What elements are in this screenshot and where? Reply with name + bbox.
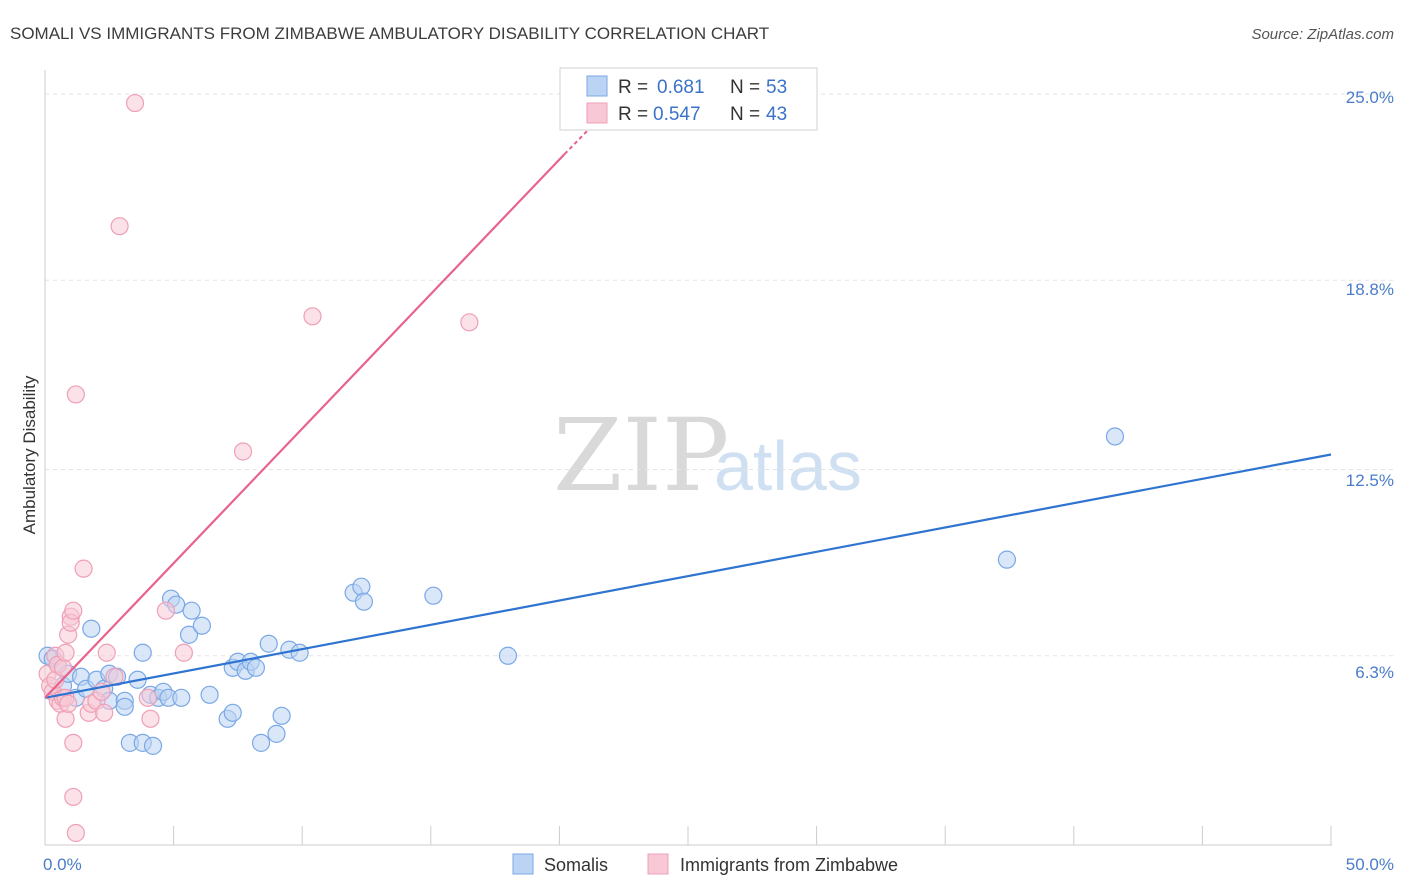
somalis-point-47 <box>354 592 374 611</box>
y-tick-label-12-5: 12.5% <box>1346 471 1394 490</box>
bottom-legend-swatch-zimbabwe <box>647 853 669 875</box>
legend-n-value-somalis: 53 <box>766 77 787 98</box>
zimbabwe-point-38 <box>460 313 479 332</box>
somalis-point-27 <box>172 688 191 707</box>
somalis-point-31 <box>200 685 219 704</box>
zimbabwe-point-28 <box>97 643 116 662</box>
somalis-point-28 <box>179 625 199 644</box>
x-axis-ticks <box>44 826 1332 845</box>
somalis-point-50 <box>997 550 1017 569</box>
bottom-legend-label-somalis: Somalis <box>544 855 608 875</box>
somalis-point-15 <box>115 697 134 716</box>
zimbabwe-point-12 <box>56 709 75 728</box>
somalis-point-21 <box>143 736 163 755</box>
zimbabwe-point-22 <box>74 559 93 578</box>
zimbabwe-point-27 <box>95 703 114 722</box>
somalis-point-29 <box>182 601 201 620</box>
somalis-point-46 <box>352 577 371 596</box>
zimbabwe-point-17 <box>64 601 83 620</box>
legend-r-value-zimbabwe: 0.547 <box>653 104 701 125</box>
y-tick-labels: 25.0% 18.8% 12.5% 6.3% <box>1346 88 1394 682</box>
somalis-point-38 <box>246 658 266 677</box>
chart-source: Source: ZipAtlas.com <box>1251 26 1394 43</box>
somalis-point-39 <box>251 733 271 752</box>
zimbabwe-point-20 <box>66 385 85 404</box>
watermark: ZIP atlas <box>553 397 862 514</box>
y-tick-label-18-8: 18.8% <box>1346 280 1394 299</box>
legend-r-value-somalis: 0.681 <box>657 77 705 98</box>
series-zimbabwe <box>38 93 479 843</box>
somalis-point-51 <box>1105 427 1125 446</box>
somalis-point-44 <box>290 643 309 662</box>
bottom-legend-label-zimbabwe: Immigrants from Zimbabwe <box>680 855 898 875</box>
zimbabwe-point-18 <box>64 733 83 752</box>
zimbabwe-point-33 <box>141 709 160 728</box>
zimbabwe-point-31 <box>125 93 145 113</box>
bottom-legend-swatch-somalis <box>512 853 534 875</box>
gridlines <box>45 93 1394 657</box>
legend-n-value-zimbabwe: 43 <box>766 104 787 125</box>
zimbabwe-point-14 <box>59 694 78 713</box>
y-tick-label-6-3: 6.3% <box>1355 663 1394 682</box>
correlation-legend: R = 0.681 N = 53 R = 0.547 N = 43 <box>559 67 818 131</box>
watermark-atlas: atlas <box>714 427 862 505</box>
zimbabwe-trend-line <box>44 153 566 699</box>
zimbabwe-point-36 <box>233 442 253 461</box>
somalis-point-41 <box>267 724 286 743</box>
x-tick-label-min: 0.0% <box>43 855 82 874</box>
zimbabwe-point-19 <box>64 787 83 807</box>
legend-swatch-zimbabwe <box>586 102 608 124</box>
zimbabwe-point-35 <box>174 643 193 662</box>
zimbabwe-point-30 <box>110 217 129 236</box>
y-axis-label: Ambulatory Disability <box>20 375 39 534</box>
zimbabwe-point-10 <box>56 643 75 662</box>
legend-r-label-somalis: R = <box>618 77 648 98</box>
somalis-point-40 <box>259 634 278 653</box>
somalis-point-30 <box>192 616 211 635</box>
legend-swatch-somalis <box>586 75 608 97</box>
somalis-point-48 <box>424 586 443 605</box>
somalis-point-8 <box>82 619 101 638</box>
legend-n-label-somalis: N = <box>730 77 760 98</box>
somalis-point-19 <box>133 643 152 662</box>
y-tick-label-25: 25.0% <box>1346 88 1394 107</box>
series-legend: Somalis Immigrants from Zimbabwe <box>512 853 898 875</box>
somalis-point-33 <box>223 703 242 722</box>
zimbabwe-point-37 <box>303 307 322 326</box>
somalis-trend-line <box>44 453 1332 699</box>
watermark-zip: ZIP <box>553 397 729 514</box>
legend-n-label-zimbabwe: N = <box>730 104 760 125</box>
legend-r-label-zimbabwe: R = <box>618 104 648 125</box>
zimbabwe-point-34 <box>156 601 175 620</box>
somalis-point-42 <box>272 706 291 725</box>
zimbabwe-point-32 <box>138 688 157 707</box>
somalis-point-49 <box>498 646 518 665</box>
x-tick-label-max: 50.0% <box>1346 855 1394 874</box>
zimbabwe-point-21 <box>66 823 85 843</box>
chart-title: SOMALI VS IMMIGRANTS FROM ZIMBABWE AMBUL… <box>10 24 769 43</box>
